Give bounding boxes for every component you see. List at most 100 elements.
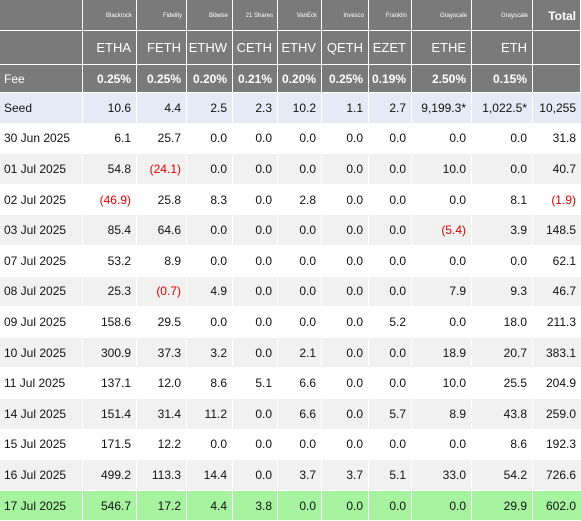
total-cell: 204.9	[533, 368, 581, 399]
flow-cell: 2.7	[369, 93, 412, 124]
flow-cell: 0.0	[278, 215, 322, 246]
flow-cell: 0.0	[322, 368, 369, 399]
flow-cell: 20.7	[472, 337, 533, 369]
table-row: 07 Jul 2025 53.2 8.9 0.0 0.0 0.0 0.0 0.0 0.0 0.0 6…	[0, 245, 581, 277]
provider-cell: Blackrock	[83, 0, 137, 31]
flow-cell: 0.0	[369, 337, 412, 369]
flow-cell: 6.1	[83, 123, 137, 155]
flow-cell: 171.5	[83, 429, 137, 461]
fee-cell: 0.19%	[369, 65, 412, 93]
fee-cell: 0.21%	[233, 65, 278, 93]
flow-cell: (0.7)	[137, 276, 187, 308]
flow-cell: 0.0	[187, 215, 233, 246]
flow-cell: 0.0	[233, 245, 278, 277]
flow-cell: 25.3	[83, 276, 137, 308]
table-row: 14 Jul 2025 151.4 31.4 11.2 0.0 6.6 0.0 5.7 8.9 4…	[0, 398, 581, 430]
flow-cell: 0.0	[322, 307, 369, 338]
fee-cell: 0.15%	[472, 65, 533, 93]
total-cell: 211.3	[533, 307, 581, 338]
total-cell: 40.7	[533, 154, 581, 185]
total-cell: 10,255	[533, 93, 581, 124]
flow-cell: 0.0	[233, 123, 278, 155]
flow-cell: 158.6	[83, 307, 137, 338]
date-cell: 10 Jul 2025	[0, 337, 83, 369]
flow-cell: 10.2	[278, 93, 322, 124]
flow-cell: 0.0	[233, 429, 278, 461]
fee-cell: 0.20%	[187, 65, 233, 93]
flow-cell: 0.0	[369, 490, 412, 521]
flow-cell: 0.0	[233, 184, 278, 216]
fee-label: Fee	[0, 65, 83, 93]
flow-cell: 137.1	[83, 368, 137, 399]
fee-cell: 0.20%	[278, 65, 322, 93]
flow-cell: 0.0	[412, 245, 472, 277]
flow-cell: 2.1	[278, 337, 322, 369]
fee-row: Fee 0.25% 0.25% 0.20% 0.21% 0.20% 0.25% …	[0, 65, 581, 93]
flow-cell: 6.6	[278, 398, 322, 430]
flow-cell: 0.0	[233, 337, 278, 369]
flow-cell: 0.0	[233, 276, 278, 308]
flow-cell: (5.4)	[412, 215, 472, 246]
flow-cell: 0.0	[412, 490, 472, 521]
total-cell: 602.0	[533, 490, 581, 521]
flow-cell: 0.0	[187, 245, 233, 277]
flow-cell: 0.0	[233, 215, 278, 246]
flow-cell: 546.7	[83, 490, 137, 521]
total-cell: 383.1	[533, 337, 581, 369]
fee-cell: 0.25%	[322, 65, 369, 93]
flow-cell: 3.2	[187, 337, 233, 369]
provider-cell: Grayscale	[412, 0, 472, 31]
flow-cell: 0.0	[278, 154, 322, 185]
flow-cell: 6.6	[278, 368, 322, 399]
flow-cell: 0.0	[278, 245, 322, 277]
provider-cell: Bitwise	[187, 0, 233, 31]
provider-cell	[0, 0, 83, 31]
flow-cell: 0.0	[278, 490, 322, 521]
provider-cell: VanEck	[278, 0, 322, 31]
flow-cell: 8.3	[187, 184, 233, 216]
flow-cell: 25.5	[472, 368, 533, 399]
flow-cell: 0.0	[233, 154, 278, 185]
flow-cell: 8.1	[472, 184, 533, 216]
flow-cell: 54.2	[472, 460, 533, 491]
flow-cell: 11.2	[187, 398, 233, 430]
flow-cell: 17.2	[137, 490, 187, 521]
flow-cell: 10.0	[412, 368, 472, 399]
flow-cell: 64.6	[137, 215, 187, 246]
fee-cell: 0.25%	[83, 65, 137, 93]
flow-cell: 7.9	[412, 276, 472, 308]
flow-cell: 9,199.3*	[412, 93, 472, 124]
flow-cell: 0.0	[369, 245, 412, 277]
table-row: 08 Jul 2025 25.3 (0.7) 4.9 0.0 0.0 0.0 0.0 7.9 9.…	[0, 276, 581, 308]
ticker-cell: ETHV	[278, 31, 322, 65]
fee-cell: 2.50%	[412, 65, 472, 93]
provider-cell: Fidelity	[137, 0, 187, 31]
flow-cell: 8.9	[137, 245, 187, 277]
flow-cell: 0.0	[278, 123, 322, 155]
flow-cell: 113.3	[137, 460, 187, 491]
fee-cell: 0.25%	[137, 65, 187, 93]
flow-cell: 0.0	[322, 215, 369, 246]
flow-cell: 0.0	[369, 429, 412, 461]
flow-cell: 4.4	[137, 93, 187, 124]
flow-cell: 2.5	[187, 93, 233, 124]
flow-cell: 3.7	[322, 460, 369, 491]
date-cell: 08 Jul 2025	[0, 276, 83, 308]
flow-cell: 12.0	[137, 368, 187, 399]
ticker-cell: CETH	[233, 31, 278, 65]
flow-cell: 3.9	[472, 215, 533, 246]
flow-cell: 0.0	[412, 429, 472, 461]
date-cell: 14 Jul 2025	[0, 398, 83, 430]
flow-cell: 1.1	[322, 93, 369, 124]
flow-cell: 0.0	[322, 429, 369, 461]
flow-cell: 29.5	[137, 307, 187, 338]
flow-cell: 0.0	[233, 398, 278, 430]
flow-cell: 5.1	[233, 368, 278, 399]
date-cell: 17 Jul 2025	[0, 490, 83, 521]
date-cell: 02 Jul 2025	[0, 184, 83, 216]
flow-cell: 18.0	[472, 307, 533, 338]
ticker-cell: EZET	[369, 31, 412, 65]
flow-cell: 85.4	[83, 215, 137, 246]
table-row: 30 Jun 2025 6.1 25.7 0.0 0.0 0.0 0.0 0.0 0.0 0.0 3…	[0, 123, 581, 155]
table-row: 15 Jul 2025 171.5 12.2 0.0 0.0 0.0 0.0 0.0 0.0 8.…	[0, 429, 581, 461]
